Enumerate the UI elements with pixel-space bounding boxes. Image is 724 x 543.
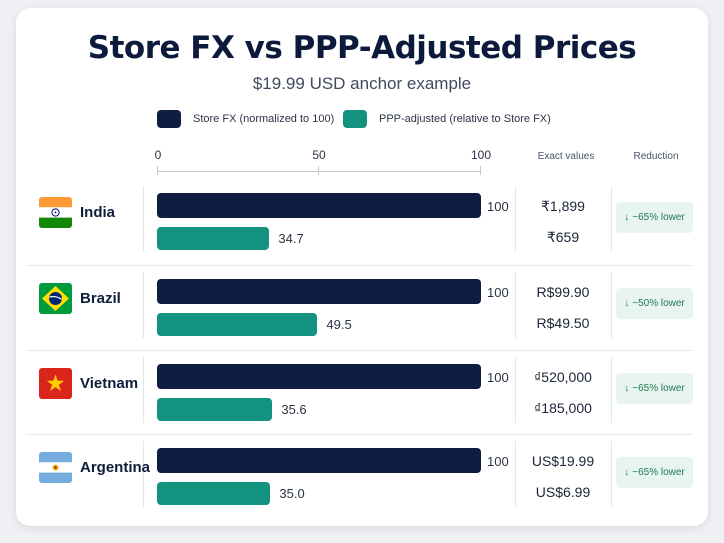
legend-swatch-store-fx [157, 110, 181, 128]
arrow-down-icon: ↓ [624, 383, 630, 394]
x-axis-tick [318, 166, 319, 175]
x-axis-tick [157, 166, 158, 175]
exact-value-ppp: R$49.50 [536, 315, 590, 331]
x-axis-line [157, 171, 481, 172]
column-separator [143, 186, 144, 252]
brazil-flag-icon [39, 283, 72, 314]
column-separator [611, 441, 612, 507]
exact-value-ppp: ₫185,000 [534, 400, 592, 416]
vietnam-flag-icon [39, 368, 72, 399]
legend-item-store-fx: Store FX (normalized to 100) [157, 110, 334, 128]
bar-value-ppp: 35.6 [281, 402, 307, 417]
x-axis-tick [480, 166, 481, 175]
legend-label-ppp: PPP-adjusted (relative to Store FX) [379, 113, 551, 125]
bar-ppp-india [157, 227, 270, 250]
exact-value-ppp: US$6.99 [535, 484, 591, 500]
column-separator [611, 272, 612, 338]
column-separator [143, 441, 144, 507]
arrow-down-icon: ↓ [624, 467, 630, 478]
chart-subtitle: $19.99 USD anchor example [252, 74, 472, 93]
x-tick-label: 0 [154, 148, 162, 162]
exact-value-store-fx: ₹1,899 [541, 198, 585, 214]
column-separator [515, 441, 516, 507]
column-separator [515, 272, 516, 338]
reduction-text: ~50% lower [632, 298, 685, 309]
bar-store-fx-india [157, 193, 481, 218]
bar-ppp-argentina [157, 482, 271, 505]
bar-ppp-brazil [157, 313, 318, 336]
row-separator [26, 350, 692, 351]
row-separator [26, 434, 692, 435]
exact-value-ppp: ₹659 [546, 229, 580, 245]
bar-value-ppp: 34.7 [278, 231, 304, 246]
reduction-badge: ↓ ~50% lower [616, 288, 693, 319]
column-separator [143, 272, 144, 338]
arrow-down-icon: ↓ [624, 298, 630, 309]
x-tick-label: 50 [312, 148, 326, 162]
exact-value-store-fx: US$19.99 [531, 453, 595, 469]
bar-value-store-fx: 100 [487, 370, 509, 385]
x-tick-label: 100 [470, 148, 492, 162]
exact-values-header: Exact values [537, 151, 595, 162]
bar-value-store-fx: 100 [487, 199, 509, 214]
bar-store-fx-argentina [157, 448, 481, 473]
legend-label-store-fx: Store FX (normalized to 100) [193, 113, 335, 125]
chart-title: Store FX vs PPP-Adjusted Prices [87, 30, 637, 66]
column-separator [611, 186, 612, 252]
legend-swatch-ppp [343, 110, 367, 128]
exact-value-store-fx: R$99.90 [536, 284, 590, 300]
bar-value-store-fx: 100 [487, 285, 509, 300]
reduction-text: ~65% lower [632, 383, 685, 394]
reduction-text: ~65% lower [632, 212, 685, 223]
reduction-header: Reduction [633, 151, 679, 162]
country-label-brazil: Brazil [80, 290, 121, 307]
exact-value-store-fx: ₫520,000 [534, 369, 592, 385]
bar-ppp-vietnam [157, 398, 273, 421]
india-flag-icon [39, 197, 72, 228]
argentina-flag-icon [39, 452, 72, 483]
bar-value-ppp: 49.5 [326, 317, 352, 332]
bar-store-fx-vietnam [157, 364, 481, 389]
reduction-badge: ↓ ~65% lower [616, 202, 693, 233]
reduction-badge: ↓ ~65% lower [616, 457, 693, 488]
legend-item-ppp: PPP-adjusted (relative to Store FX) [343, 110, 551, 128]
bar-value-store-fx: 100 [487, 454, 509, 469]
column-separator [515, 357, 516, 423]
bar-value-ppp: 35.0 [279, 486, 305, 501]
country-label-india: India [80, 204, 116, 221]
column-separator [611, 357, 612, 423]
country-label-argentina: Argentina [80, 459, 151, 476]
column-separator [515, 186, 516, 252]
reduction-badge: ↓ ~65% lower [616, 373, 693, 404]
chart-card [16, 8, 708, 526]
bar-store-fx-brazil [157, 279, 481, 304]
reduction-text: ~65% lower [632, 467, 685, 478]
column-separator [143, 357, 144, 423]
arrow-down-icon: ↓ [624, 212, 630, 223]
row-separator [26, 265, 692, 266]
country-label-vietnam: Vietnam [80, 375, 139, 392]
